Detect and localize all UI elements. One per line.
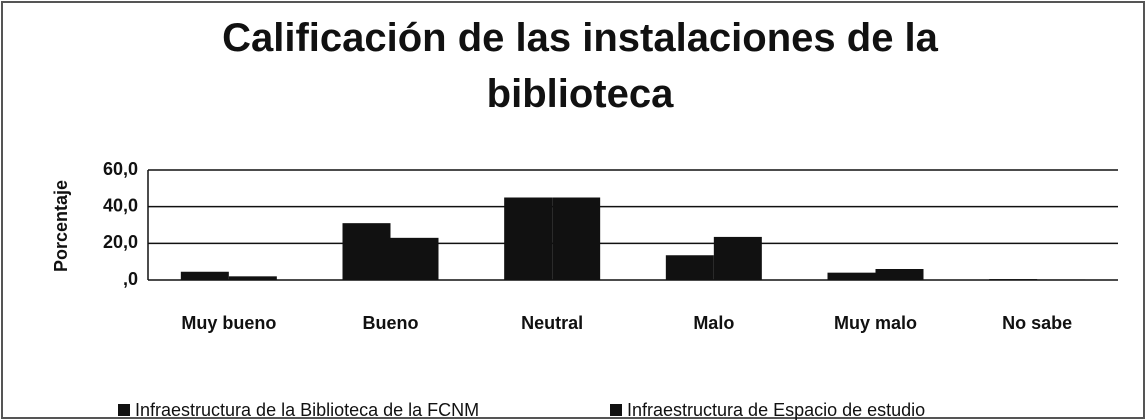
bar [875,269,924,280]
bar [342,223,391,280]
legend-swatch [118,404,130,416]
bar [713,236,762,280]
bar [552,197,601,280]
x-tick-label: Malo [693,313,734,333]
bar [390,237,439,280]
chart-title: Calificación de las instalaciones de la … [222,16,938,116]
bar [180,271,229,280]
legend-label: Infraestructura de la Biblioteca de la F… [135,400,479,420]
x-tick-label: Muy bueno [181,313,276,333]
legend-label: Infraestructura de Espacio de estudio [627,400,925,420]
x-tick-label: Muy malo [834,313,917,333]
y-tick-label: 20,0 [103,232,138,252]
x-tick-label: Neutral [521,313,583,333]
y-axis-label: Porcentaje [51,180,71,272]
bar [504,197,553,280]
y-tick-label: ,0 [123,269,138,289]
bar [827,272,876,280]
legend-swatch [610,404,622,416]
bar [989,279,1038,280]
bar [1037,279,1086,280]
y-tick-label: 60,0 [103,159,138,179]
bar [228,276,277,280]
y-tick-label: 40,0 [103,195,138,215]
x-tick-label: Bueno [363,313,419,333]
x-tick-label: No sabe [1002,313,1072,333]
bar [665,255,714,280]
